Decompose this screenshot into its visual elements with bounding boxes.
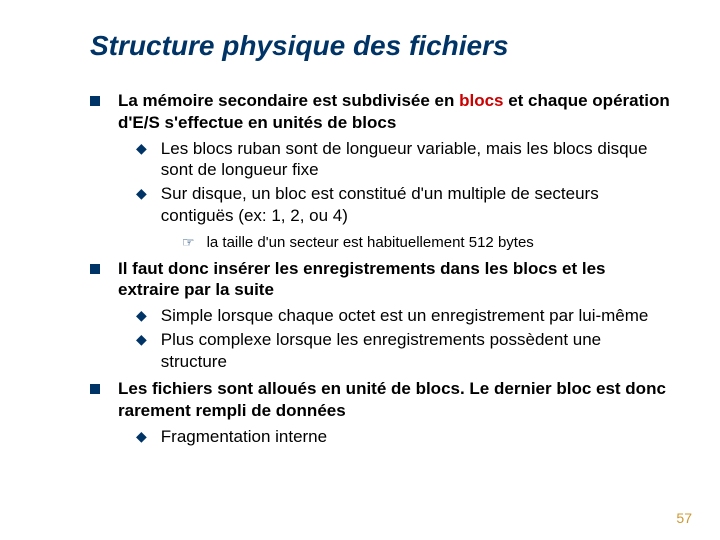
square-bullet-icon bbox=[90, 384, 100, 394]
bullet-text: Plus complexe lorsque les enregistrement… bbox=[161, 329, 670, 373]
bullet-level-2: ◆ Sur disque, un bloc est constitué d'un… bbox=[136, 183, 670, 227]
text-prefix: Il faut donc insérer les enregistrements… bbox=[118, 259, 606, 300]
slide-body: La mémoire secondaire est subdivisée en … bbox=[90, 90, 670, 448]
diamond-bullet-icon: ◆ bbox=[136, 331, 147, 373]
page-number: 57 bbox=[676, 510, 692, 526]
bullet-text: Les blocs ruban sont de longueur variabl… bbox=[161, 138, 670, 182]
bullet-text: Il faut donc insérer les enregistrements… bbox=[118, 258, 670, 302]
bullet-level-2: ◆ Fragmentation interne bbox=[136, 426, 670, 448]
bullet-level-3: ☞ la taille d'un secteur est habituellem… bbox=[182, 233, 670, 252]
bullet-level-1: Il faut donc insérer les enregistrements… bbox=[90, 258, 670, 302]
square-bullet-icon bbox=[90, 96, 100, 106]
diamond-bullet-icon: ◆ bbox=[136, 185, 147, 227]
bullet-text: Fragmentation interne bbox=[161, 426, 670, 448]
bullet-level-2: ◆ Plus complexe lorsque les enregistreme… bbox=[136, 329, 670, 373]
bullet-level-2: ◆ Simple lorsque chaque octet est un enr… bbox=[136, 305, 670, 327]
diamond-bullet-icon: ◆ bbox=[136, 428, 147, 448]
bullet-level-1: Les fichiers sont alloués en unité de bl… bbox=[90, 378, 670, 422]
bullet-level-1: La mémoire secondaire est subdivisée en … bbox=[90, 90, 670, 134]
slide: Structure physique des fichiers La mémoi… bbox=[0, 0, 720, 540]
bullet-level-2: ◆ Les blocs ruban sont de longueur varia… bbox=[136, 138, 670, 182]
text-prefix: Les fichiers sont alloués en unité de bl… bbox=[118, 379, 666, 420]
text-highlight: blocs bbox=[459, 91, 503, 110]
text-prefix: La mémoire secondaire est subdivisée en bbox=[118, 91, 459, 110]
diamond-bullet-icon: ◆ bbox=[136, 140, 147, 182]
bullet-text: Sur disque, un bloc est constitué d'un m… bbox=[161, 183, 670, 227]
bullet-text: Simple lorsque chaque octet est un enreg… bbox=[161, 305, 670, 327]
square-bullet-icon bbox=[90, 264, 100, 274]
diamond-bullet-icon: ◆ bbox=[136, 307, 147, 327]
bullet-text: La mémoire secondaire est subdivisée en … bbox=[118, 90, 670, 134]
pointer-bullet-icon: ☞ bbox=[182, 234, 195, 252]
bullet-text: la taille d'un secteur est habituellemen… bbox=[207, 233, 670, 252]
slide-title: Structure physique des fichiers bbox=[90, 30, 670, 62]
bullet-text: Les fichiers sont alloués en unité de bl… bbox=[118, 378, 670, 422]
